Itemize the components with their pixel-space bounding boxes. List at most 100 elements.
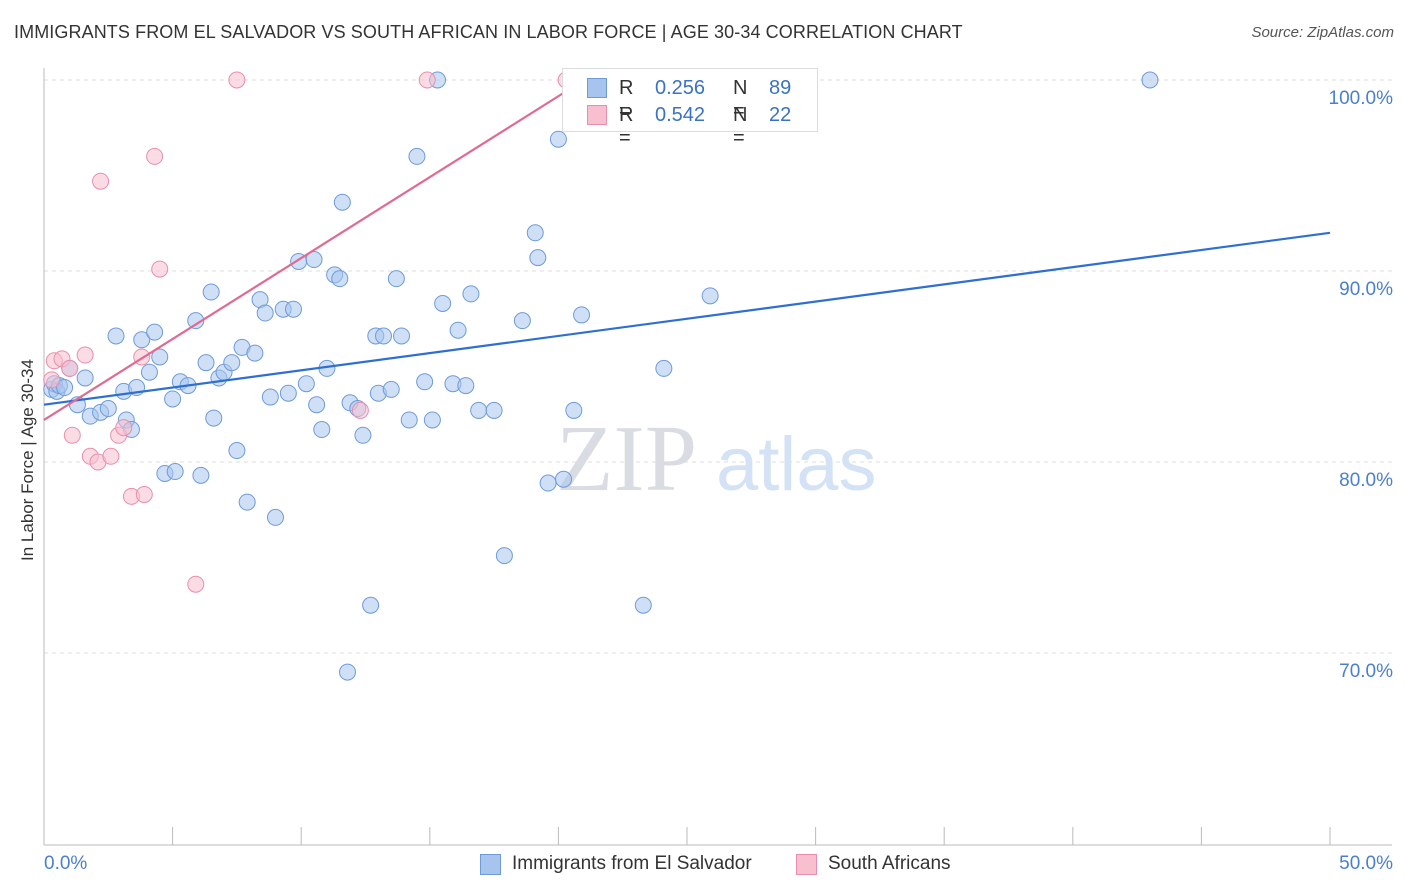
data-point-el-salvador: [164, 390, 182, 408]
y-tick-label: 90.0%: [1339, 279, 1393, 300]
data-point-el-salvador: [549, 130, 567, 148]
data-point-el-salvador: [400, 411, 418, 429]
trend-line-south-africans: [43, 79, 585, 421]
data-point-el-salvador: [205, 409, 223, 427]
data-point-el-salvador: [362, 596, 380, 614]
data-point-south-africans: [76, 346, 94, 364]
data-point-el-salvador: [470, 401, 488, 419]
data-point-el-salvador: [375, 327, 393, 345]
legend-swatch-el-salvador: [587, 78, 607, 98]
data-point-el-salvador: [166, 463, 184, 481]
data-point-el-salvador: [513, 312, 531, 330]
axes: [43, 68, 1392, 846]
data-point-el-salvador: [408, 147, 426, 165]
data-point-el-salvador: [462, 285, 480, 303]
y-tick-labels: 100.0% 90.0% 80.0% 70.0%: [1329, 88, 1394, 682]
data-point-el-salvador: [529, 249, 547, 267]
watermark-atlas: atlas: [716, 422, 877, 507]
data-point-el-salvador: [457, 377, 475, 395]
data-point-el-salvador: [297, 375, 315, 393]
data-point-el-salvador: [701, 287, 719, 305]
correlation-legend: R = 0.256 N = 89 R = 0.542 N = 22: [562, 68, 818, 149]
series-legend: Immigrants from El Salvador South Africa…: [0, 852, 1406, 878]
y-tick-label: 70.0%: [1339, 661, 1393, 682]
data-point-south-africans: [135, 485, 153, 503]
gridlines: [44, 79, 1392, 654]
data-point-el-salvador: [228, 442, 246, 460]
data-point-el-salvador: [449, 321, 467, 339]
watermark-zip: ZIP: [556, 407, 697, 511]
data-point-el-salvador: [308, 396, 326, 414]
data-point-el-salvador: [382, 380, 400, 398]
data-point-el-salvador: [238, 493, 256, 511]
x-tick-labels: 0.0% 50.0%: [44, 853, 1393, 874]
data-point-south-africans: [187, 575, 205, 593]
data-point-south-africans: [146, 147, 164, 165]
data-point-el-salvador: [416, 373, 434, 391]
data-point-el-salvador: [99, 400, 117, 418]
data-point-el-salvador: [565, 401, 583, 419]
data-point-el-salvador: [526, 224, 544, 242]
legend-swatch-south-africans: [587, 105, 607, 125]
n-label: N =: [733, 77, 748, 122]
data-point-south-africans: [418, 71, 436, 89]
n-value: 22: [769, 104, 792, 126]
data-point-el-salvador: [539, 474, 557, 492]
source-credit: Source: ZipAtlas.com: [1251, 24, 1394, 41]
legend-swatch-south-africans: [796, 854, 817, 875]
series-el-salvador-points: [43, 71, 1159, 681]
data-point-south-africans: [102, 447, 120, 465]
data-point-south-africans: [63, 426, 81, 444]
r-value: 0.256: [655, 77, 706, 99]
y-axis-label: In Labor Force | Age 30-34: [18, 359, 37, 561]
data-point-el-salvador: [354, 426, 372, 444]
data-point-el-salvador: [573, 306, 591, 324]
y-tick-label: 80.0%: [1339, 470, 1393, 491]
data-point-el-salvador: [151, 348, 169, 366]
watermark: ZIP atlas: [556, 407, 877, 511]
data-point-el-salvador: [261, 388, 279, 406]
data-point-south-africans: [351, 401, 369, 419]
data-point-el-salvador: [284, 300, 302, 318]
data-point-el-salvador: [140, 363, 158, 381]
data-point-el-salvador: [333, 193, 351, 211]
data-point-south-africans: [43, 371, 61, 389]
data-point-south-africans: [115, 419, 133, 437]
trend-line-el-salvador: [43, 231, 1331, 406]
data-point-el-salvador: [1141, 71, 1159, 89]
chart-title: IMMIGRANTS FROM EL SALVADOR VS SOUTH AFR…: [14, 22, 963, 42]
legend-label-south-africans: South Africans: [828, 853, 951, 874]
data-point-el-salvador: [555, 470, 573, 488]
legend-label-el-salvador: Immigrants from El Salvador: [512, 853, 752, 874]
data-point-el-salvador: [192, 466, 210, 484]
data-point-el-salvador: [107, 327, 125, 345]
data-point-el-salvador: [655, 359, 673, 377]
data-point-el-salvador: [495, 547, 513, 565]
series-south-africans-points: [43, 71, 575, 593]
data-point-el-salvador: [223, 354, 241, 372]
data-point-el-salvador: [331, 270, 349, 288]
trend-lines: [43, 79, 1331, 421]
data-point-el-salvador: [634, 596, 652, 614]
data-point-el-salvador: [56, 379, 74, 397]
data-point-el-salvador: [387, 270, 405, 288]
data-point-south-africans: [61, 359, 79, 377]
n-value: 89: [769, 77, 792, 99]
data-point-el-salvador: [485, 401, 503, 419]
data-point-el-salvador: [246, 344, 264, 362]
data-point-el-salvador: [279, 384, 297, 402]
legend-swatch-el-salvador: [480, 854, 501, 875]
data-point-el-salvador: [313, 421, 331, 439]
data-point-el-salvador: [146, 323, 164, 341]
x-tick-label: 50.0%: [1339, 853, 1393, 874]
r-label: R =: [619, 104, 634, 149]
data-point-el-salvador: [202, 283, 220, 301]
data-point-south-africans: [151, 260, 169, 278]
data-point-el-salvador: [266, 508, 284, 526]
data-point-el-salvador: [197, 354, 215, 372]
y-tick-label: 100.0%: [1329, 88, 1394, 109]
data-point-el-salvador: [305, 251, 323, 269]
data-point-el-salvador: [338, 663, 356, 681]
data-point-el-salvador: [423, 411, 441, 429]
